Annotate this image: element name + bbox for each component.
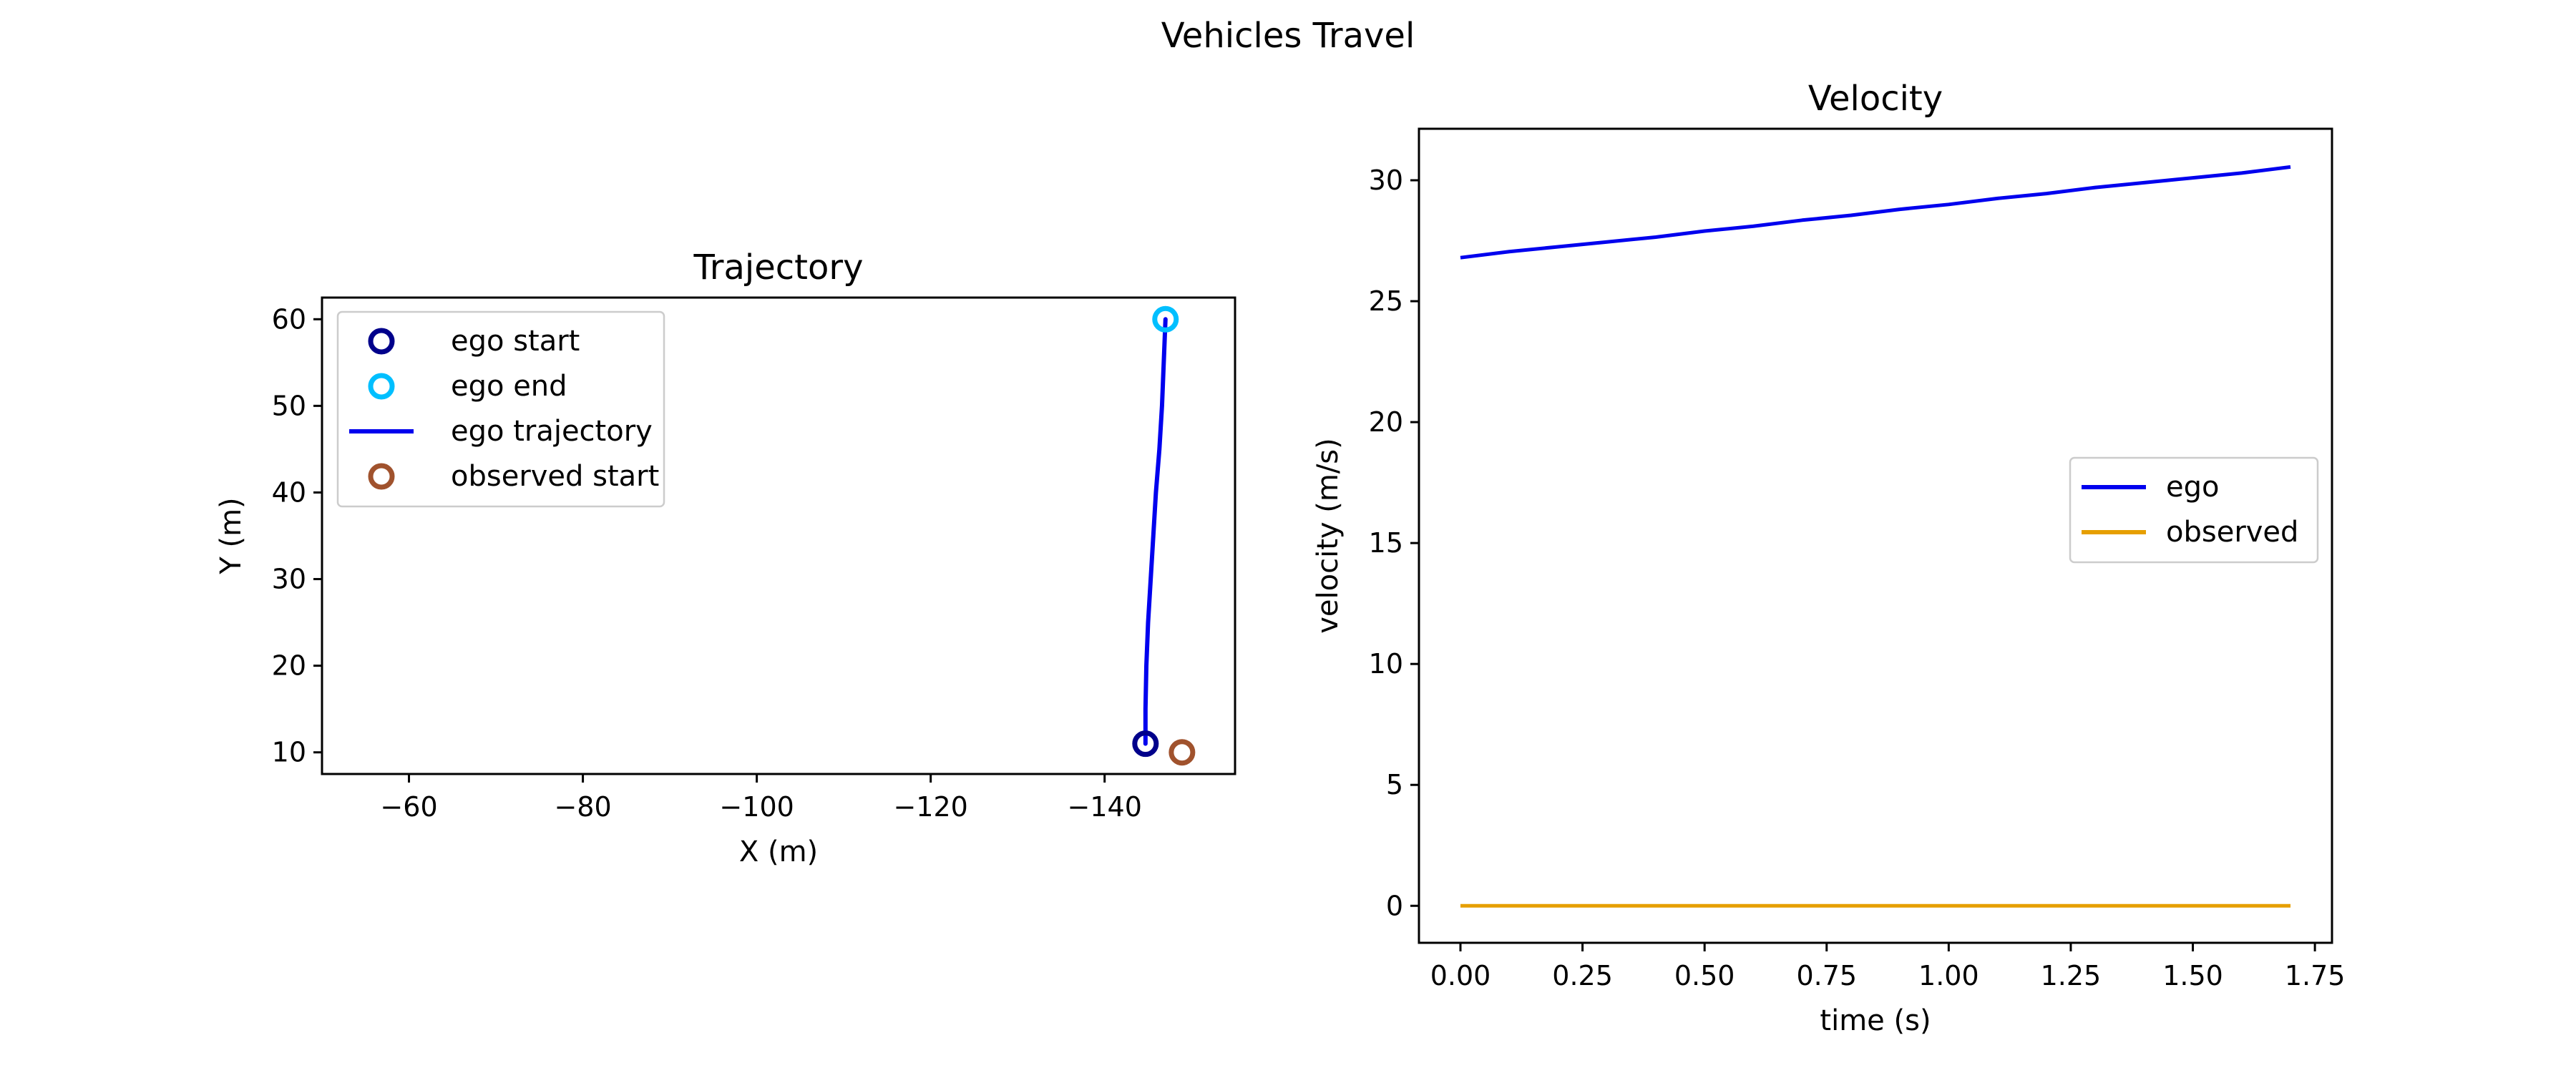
y-tick-label: 30: [1369, 165, 1403, 196]
y-tick-label: 40: [272, 476, 306, 508]
velocity-x-axis-label: time (s): [1820, 1004, 1931, 1037]
ego-trajectory-line: [1143, 317, 1168, 746]
ego-velocity-line: [1460, 165, 2291, 260]
ego-end-marker: [1152, 305, 1179, 333]
trajectory-chart-title: Trajectory: [693, 248, 864, 288]
trajectory-y-axis-label: Y (m): [215, 497, 248, 574]
x-tick-label: −140: [1068, 791, 1142, 823]
legend-frame: [336, 310, 665, 508]
trajectory-chart: Trajectory −60 −80 −100 −120 −140 10 20 30 40 50 6…: [215, 248, 1236, 868]
ego-start-marker: [1132, 730, 1159, 758]
observed-start-marker: [1169, 739, 1196, 766]
x-tick-label: 1.75: [2285, 960, 2346, 991]
legend-label-ego-trajectory: ego trajectory: [451, 415, 653, 448]
y-tick-label: 10: [1369, 648, 1403, 680]
x-tick-label: 1.00: [1918, 960, 1979, 991]
legend-label-observed: observed: [2166, 516, 2298, 549]
trajectory-axes-frame: [321, 296, 1236, 775]
y-tick-label: 20: [272, 650, 306, 682]
velocity-legend: ego observed: [2069, 456, 2319, 564]
legend-label-ego: ego: [2166, 471, 2219, 504]
trajectory-x-axis-label: X (m): [739, 836, 818, 868]
velocity-plot-area: [1460, 165, 2291, 908]
y-tick-label: 25: [1369, 285, 1403, 317]
y-tick-label: 0: [1386, 890, 1403, 921]
y-tick-label: 50: [272, 390, 306, 421]
y-tick-label: 20: [1369, 406, 1403, 438]
y-tick-label: 60: [272, 303, 306, 335]
trajectory-plot-area: [1132, 305, 1196, 766]
x-tick-label: 0.00: [1430, 960, 1491, 991]
y-tick-label: 5: [1386, 769, 1403, 800]
figure-title: Vehicles Travel: [1161, 16, 1415, 56]
legend-marker-ego-start: [368, 328, 395, 355]
x-tick-label: −60: [380, 791, 437, 823]
x-tick-label: −120: [893, 791, 967, 823]
legend-label-ego-end: ego end: [451, 370, 567, 403]
x-tick-label: 0.25: [1552, 960, 1613, 991]
trajectory-ticks: −60 −80 −100 −120 −140 10 20 30 40 50 60: [272, 303, 1142, 823]
x-tick-label: 1.50: [2162, 960, 2223, 991]
x-tick-label: 0.50: [1674, 960, 1735, 991]
x-tick-label: 1.25: [2041, 960, 2102, 991]
x-tick-label: 0.75: [1796, 960, 1857, 991]
legend-marker-ego-end: [368, 373, 395, 400]
y-tick-label: 15: [1369, 527, 1403, 559]
legend-label-observed-start: observed start: [451, 460, 659, 493]
velocity-ticks: 0.00 0.25 0.50 0.75 1.00 1.25 1.50 1.75 0 5 10 15 20…: [1369, 165, 2346, 991]
velocity-chart-title: Velocity: [1808, 79, 1943, 119]
legend-marker-observed-start: [368, 463, 395, 490]
legend-frame: [2069, 456, 2319, 564]
y-tick-label: 30: [272, 564, 306, 595]
x-tick-label: −80: [554, 791, 611, 823]
velocity-y-axis-label: velocity (m/s): [1312, 438, 1345, 634]
legend-label-ego-start: ego start: [451, 325, 580, 358]
x-tick-label: −100: [719, 791, 794, 823]
trajectory-legend: ego start ego end ego trajectory observed s…: [336, 310, 665, 508]
y-tick-label: 10: [272, 737, 306, 768]
velocity-chart: Velocity 0.00 0.25 0.50 0.75 1.00 1.25 1.50 1.7…: [1312, 79, 2345, 1037]
velocity-axes-frame: [1418, 127, 2333, 944]
